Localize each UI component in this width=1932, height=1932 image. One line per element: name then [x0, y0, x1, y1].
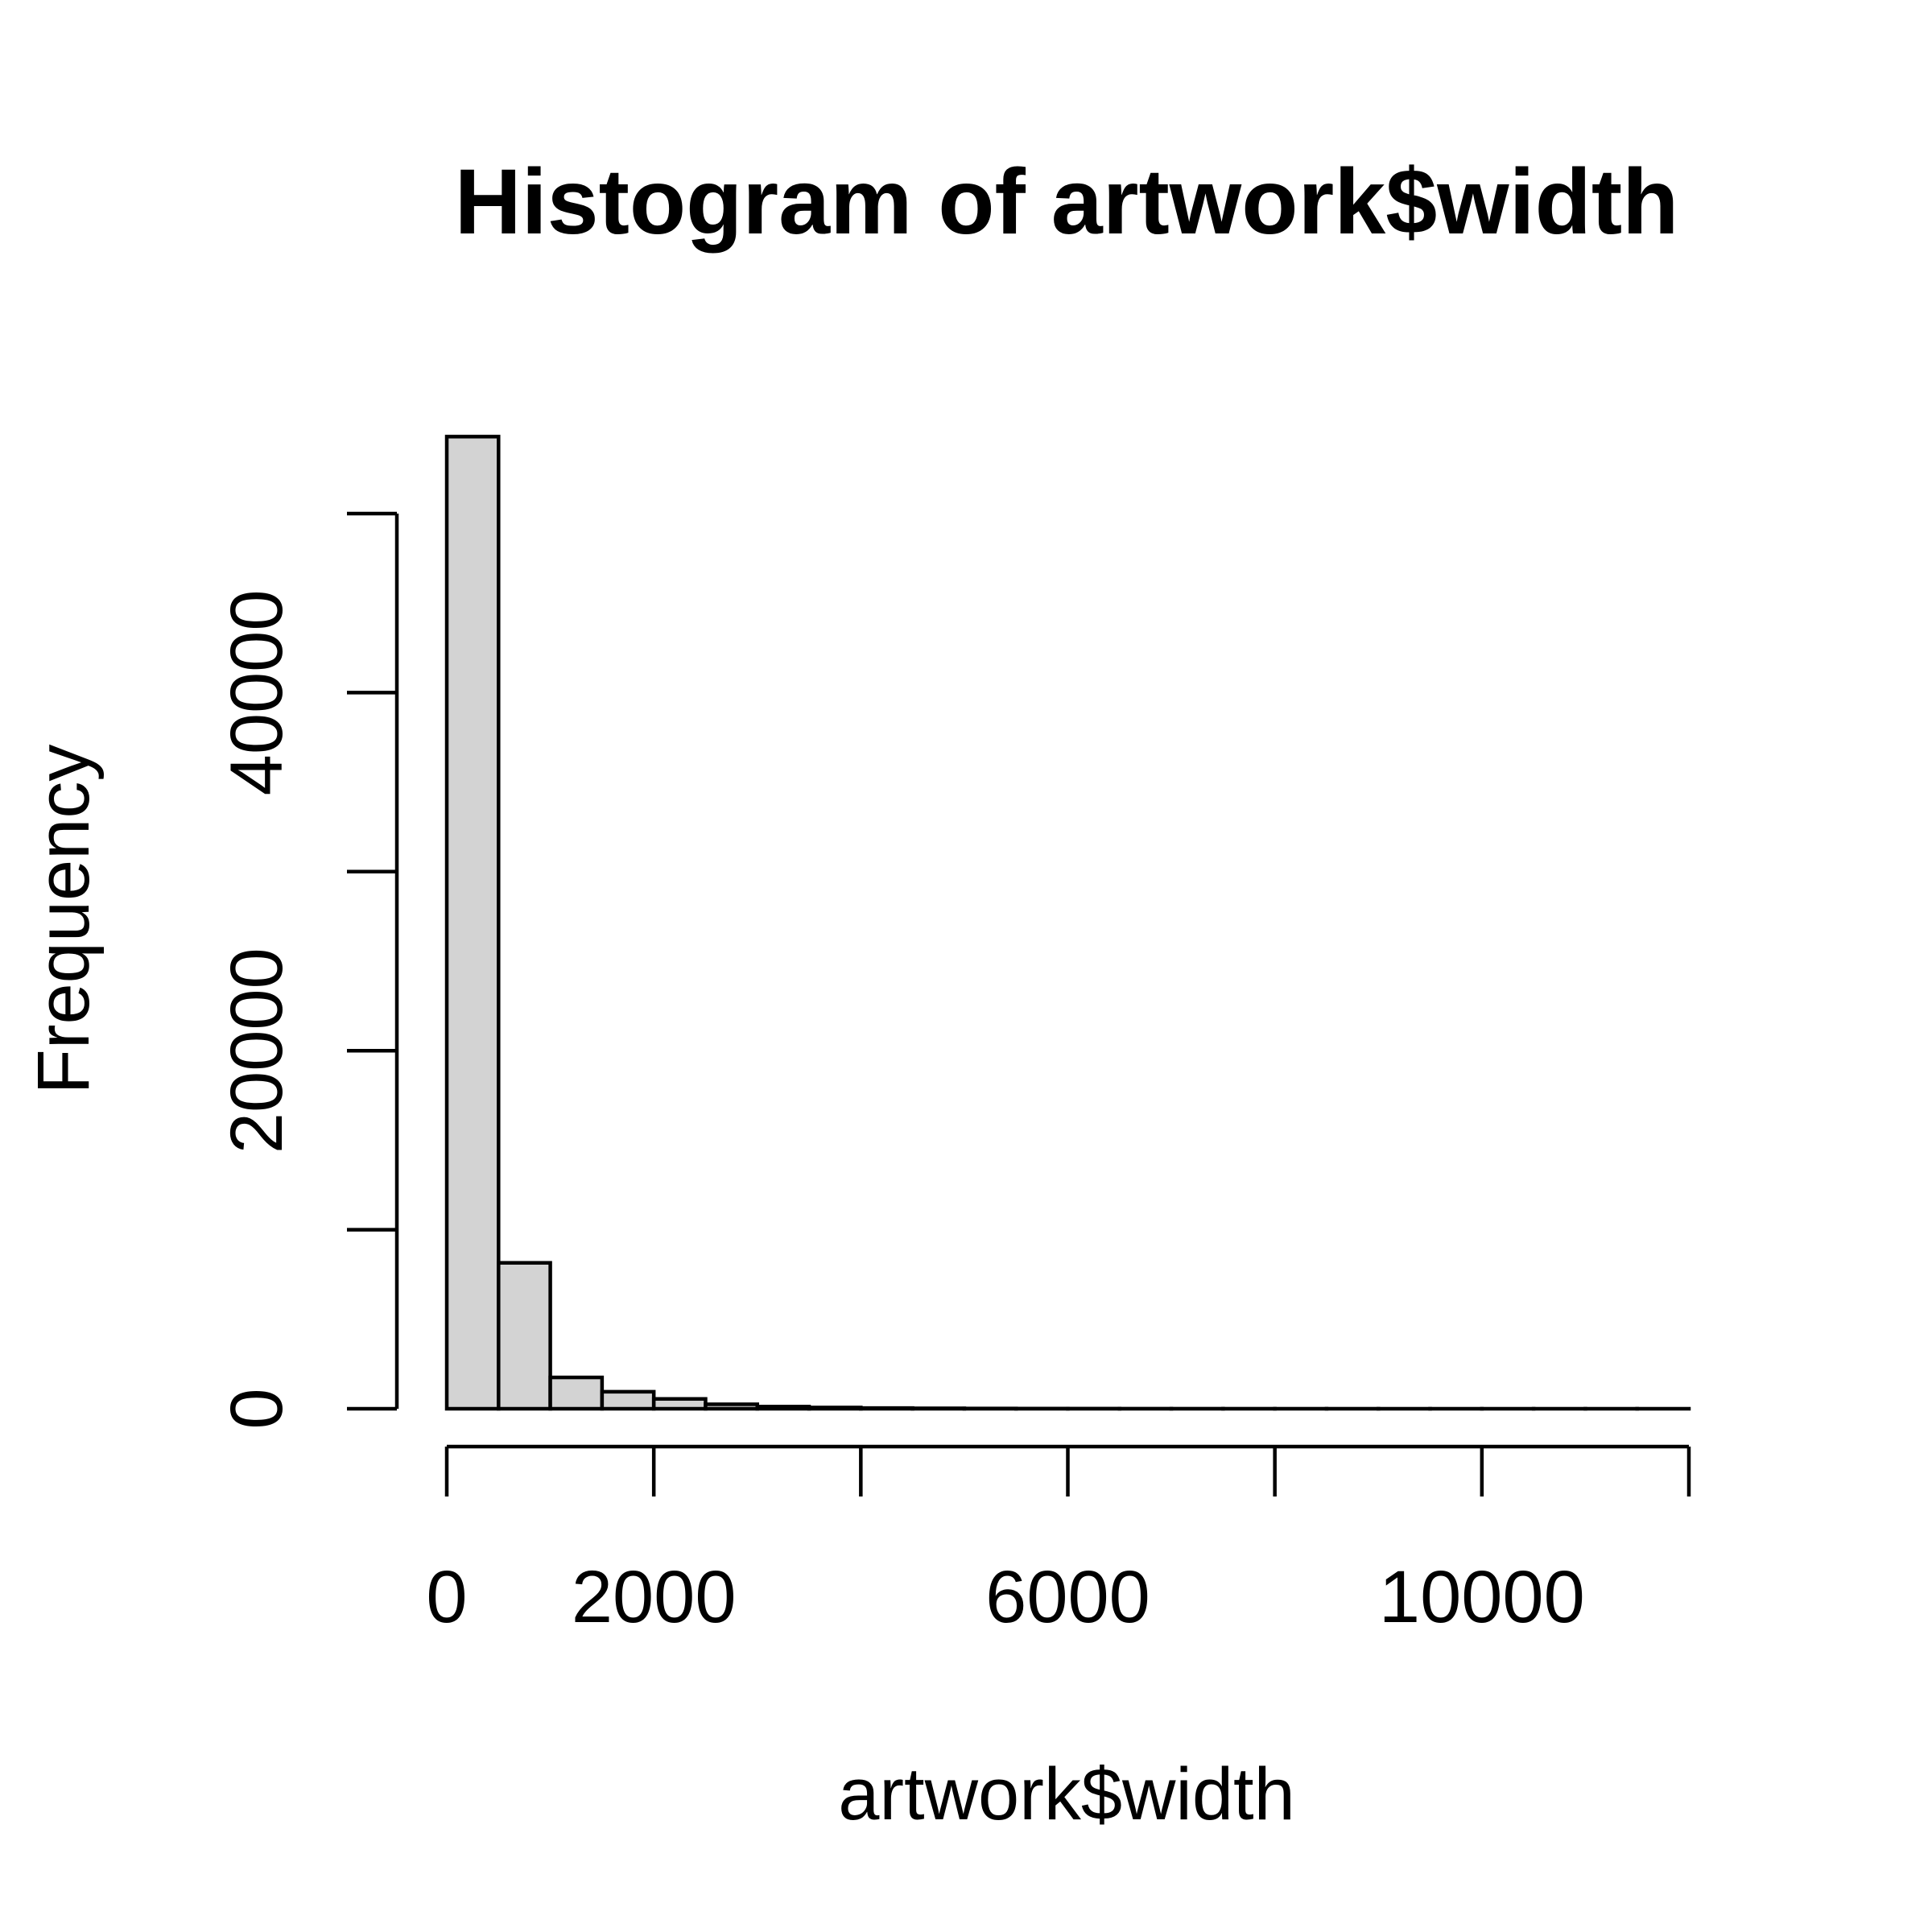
y-axis-title: Frequency — [23, 745, 105, 1095]
histogram-bar — [651, 1397, 708, 1411]
histogram-bar — [600, 1389, 656, 1411]
histogram-bar — [859, 1406, 914, 1411]
x-tick-label: 10000 — [1379, 1556, 1585, 1638]
histogram-bar — [755, 1405, 811, 1411]
histogram-bar — [497, 1261, 552, 1411]
x-tick-label: 2000 — [572, 1556, 737, 1638]
y-tick-label: 0 — [216, 1388, 298, 1429]
y-axis: 0 20000 40000 — [216, 511, 399, 1430]
histogram-bar — [807, 1406, 863, 1411]
bars-group — [444, 435, 1691, 1411]
x-axis: 0 2000 6000 10000 — [426, 1444, 1691, 1638]
x-tick-label: 0 — [426, 1556, 467, 1638]
histogram-bar — [548, 1375, 605, 1411]
histogram-bar — [910, 1406, 967, 1411]
y-tick-label: 40000 — [216, 589, 298, 795]
x-axis-title: artwork$width — [838, 1753, 1295, 1835]
histogram-bar — [704, 1402, 759, 1411]
y-tick-label: 20000 — [216, 947, 298, 1154]
chart-title: Histogram of artwork$width — [455, 151, 1679, 254]
x-tick-label: 6000 — [985, 1556, 1150, 1638]
histogram-bar — [444, 435, 501, 1411]
